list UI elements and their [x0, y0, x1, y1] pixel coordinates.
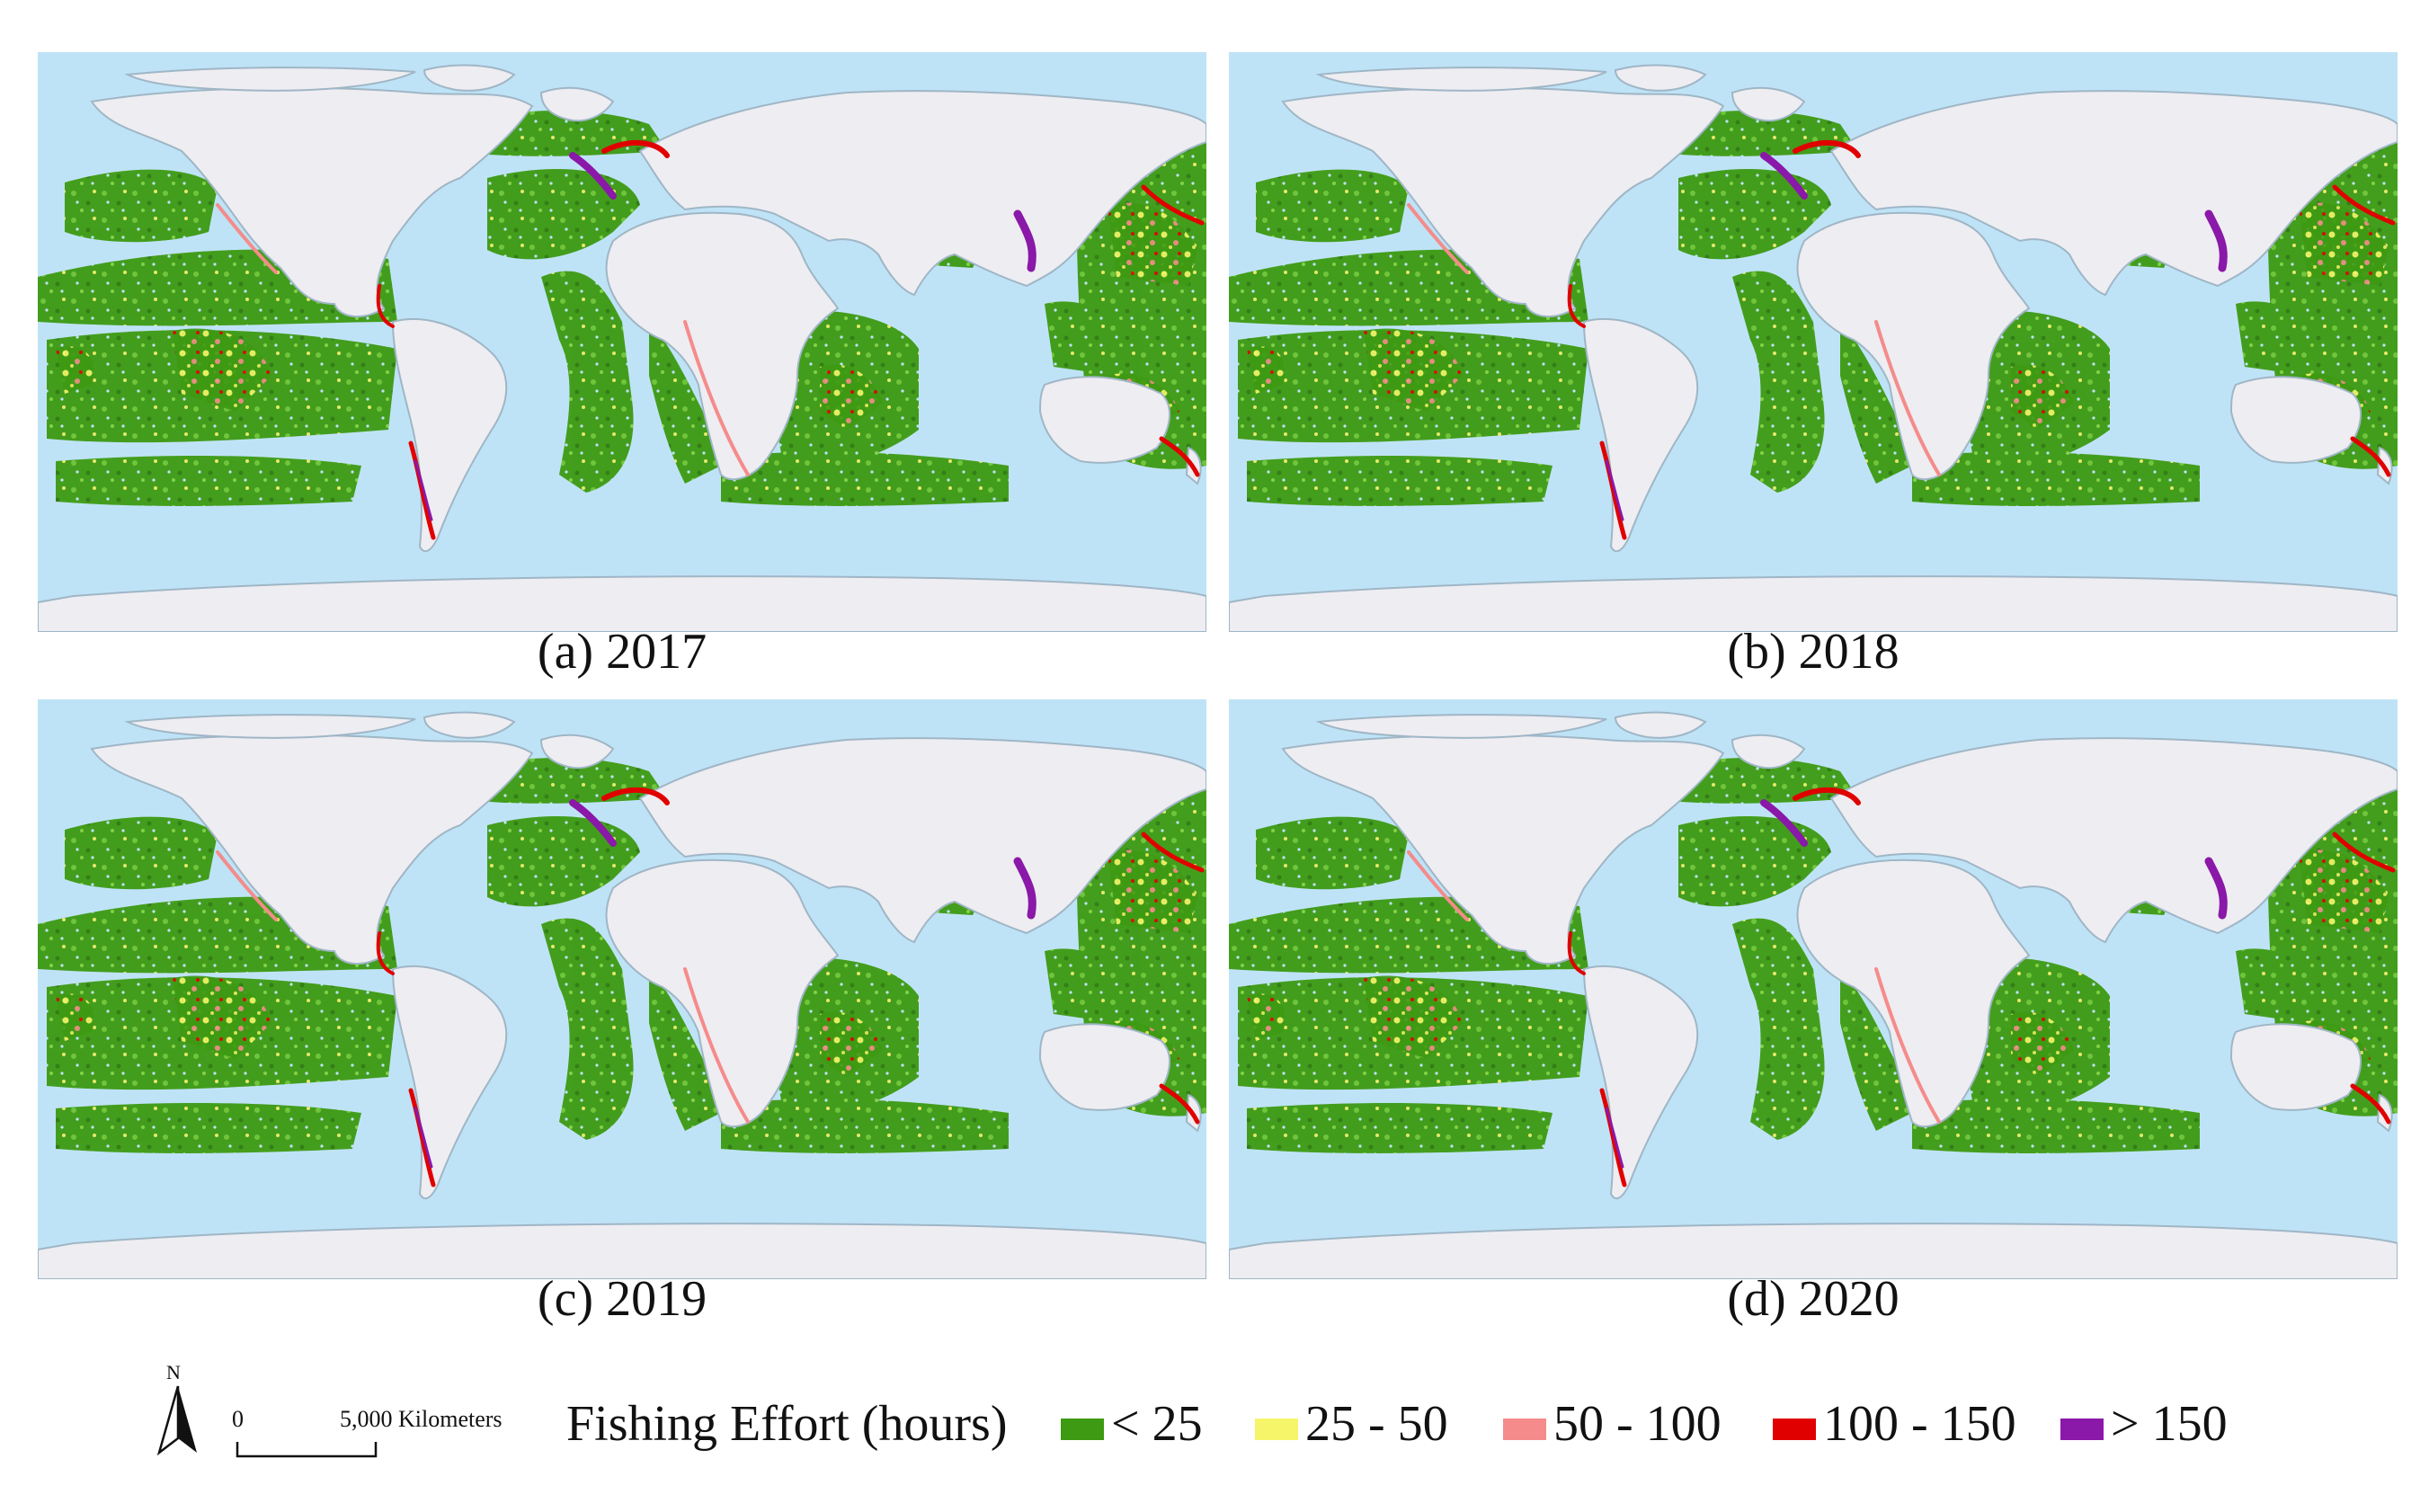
- scale-bar-zero-label: 0: [232, 1406, 244, 1432]
- scale-bar-end-label: 5,000 Kilometers: [340, 1406, 503, 1432]
- legend-swatch-under-25: [1061, 1419, 1104, 1440]
- north-arrow-icon: [157, 1385, 197, 1456]
- legend-label-100-150: 100 - 150: [1823, 1396, 2016, 1452]
- map-panel-2020: [1229, 699, 2398, 1279]
- legend-title: Fishing Effort (hours): [566, 1396, 1008, 1452]
- world-map-2020: [1229, 699, 2398, 1279]
- map-panel-2019: [38, 699, 1206, 1279]
- panel-caption-2017: (a) 2017: [537, 624, 707, 680]
- map-panel-2017: [38, 52, 1206, 632]
- world-map-2018: [1229, 52, 2398, 632]
- map-legend: N 0 5,000 Kilometers Fishing Effort (hou…: [0, 1348, 2429, 1483]
- world-map-2019: [38, 699, 1206, 1279]
- panel-caption-2019: (c) 2019: [537, 1271, 707, 1327]
- panel-caption-2020: (d) 2020: [1727, 1271, 1900, 1327]
- north-arrow-label: N: [166, 1361, 181, 1383]
- legend-label-50-100: 50 - 100: [1553, 1396, 1722, 1452]
- legend-label-over-150: > 150: [2111, 1396, 2228, 1452]
- scale-bar: [236, 1442, 378, 1458]
- legend-label-25-50: 25 - 50: [1305, 1396, 1448, 1452]
- legend-swatch-over-150: [2060, 1419, 2104, 1440]
- legend-swatch-25-50: [1255, 1419, 1298, 1440]
- panel-caption-2018: (b) 2018: [1727, 624, 1900, 680]
- legend-swatch-50-100: [1503, 1419, 1546, 1440]
- legend-swatch-100-150: [1773, 1419, 1816, 1440]
- map-panel-2018: [1229, 52, 2398, 632]
- world-map-2017: [38, 52, 1206, 632]
- legend-label-under-25: < 25: [1111, 1396, 1203, 1452]
